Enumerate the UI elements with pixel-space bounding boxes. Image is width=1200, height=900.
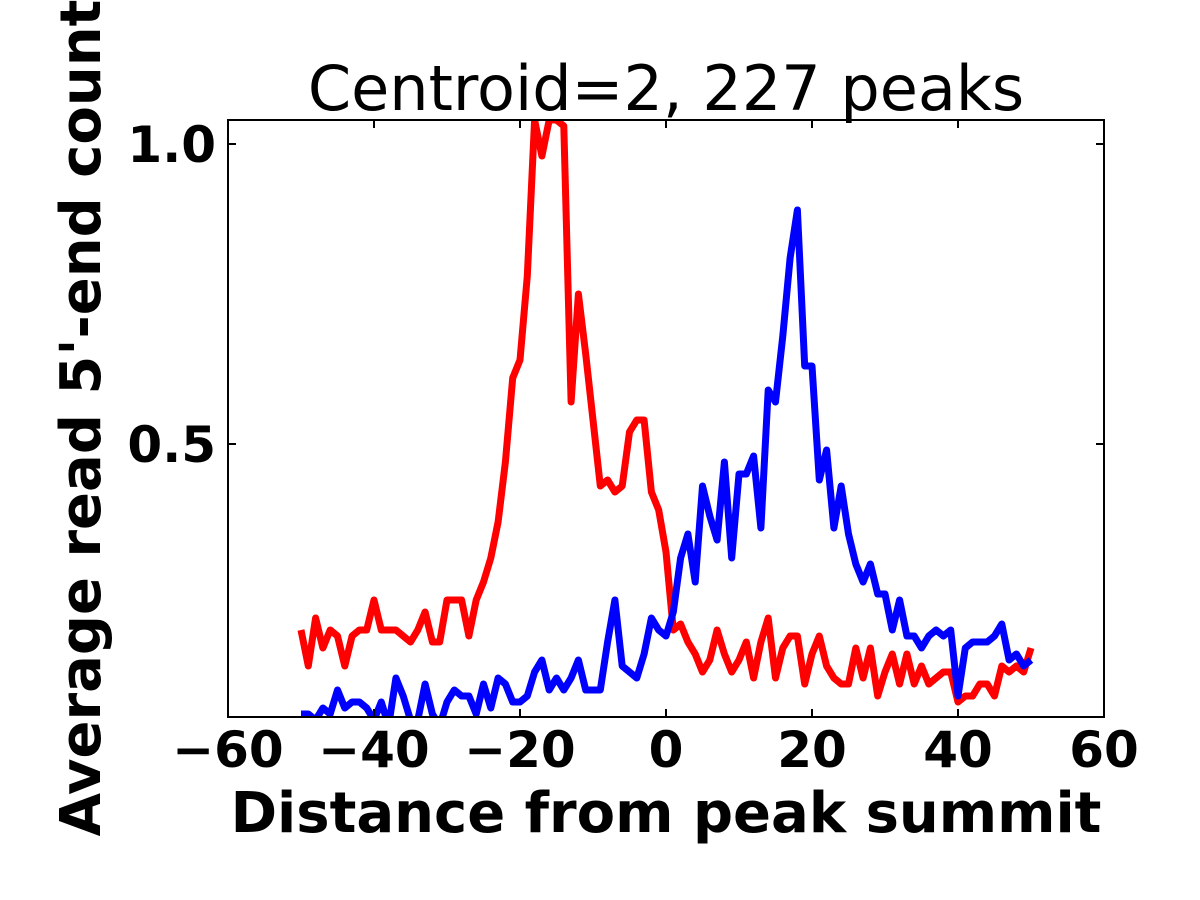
chart-title: Centroid=2, 227 peaks	[308, 52, 1024, 125]
series-line-0	[297, 120, 1035, 706]
y-tick-label: 0.5	[127, 416, 216, 474]
series-line-1	[301, 206, 1034, 717]
x-tick-label: −20	[464, 721, 575, 779]
x-tick-label: 20	[777, 721, 847, 779]
x-tick-label: 0	[649, 721, 684, 779]
series-layer	[297, 120, 1035, 717]
x-tick-label: 60	[1069, 721, 1139, 779]
x-tick-label: −40	[318, 721, 429, 779]
y-tick-label: 1.0	[127, 116, 216, 174]
x-tick-label: 40	[923, 721, 993, 779]
x-tick-label: −60	[172, 721, 283, 779]
tick-layer: −60 −40 −20 0 20 40 60 0.5 1.0	[127, 116, 1138, 779]
x-axis-label: Distance from peak summit	[231, 781, 1102, 846]
y-axis-label: Average read 5'-end count	[49, 0, 114, 836]
